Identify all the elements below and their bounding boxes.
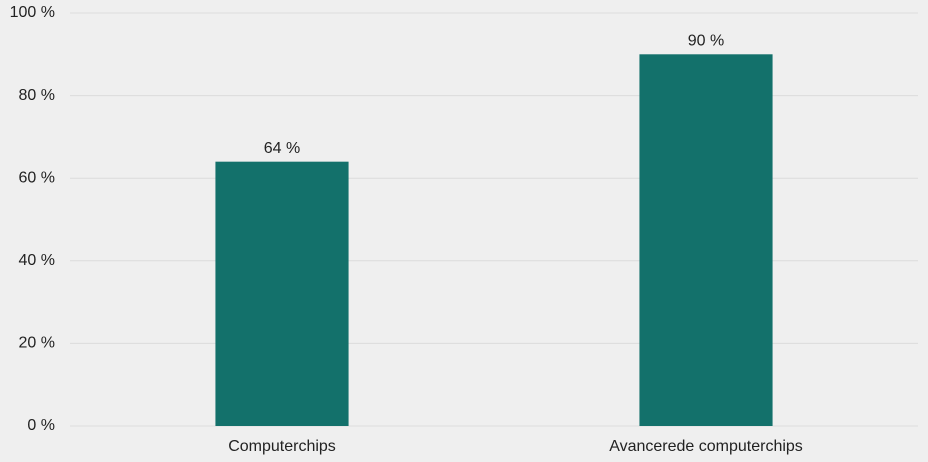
x-tick-label: Computerchips [228, 438, 336, 455]
y-tick-label: 80 % [19, 87, 55, 104]
value-label: 90 % [688, 33, 724, 50]
bar [639, 54, 773, 427]
y-tick-label: 60 % [19, 169, 55, 186]
y-tick-label: 0 % [27, 417, 55, 434]
y-tick-label: 40 % [19, 252, 55, 269]
y-tick-label: 100 % [10, 4, 55, 21]
x-tick-label: Avancerede computerchips [609, 438, 803, 455]
bar [215, 161, 349, 426]
y-tick-label: 20 % [19, 335, 55, 352]
value-label: 64 % [264, 140, 300, 157]
